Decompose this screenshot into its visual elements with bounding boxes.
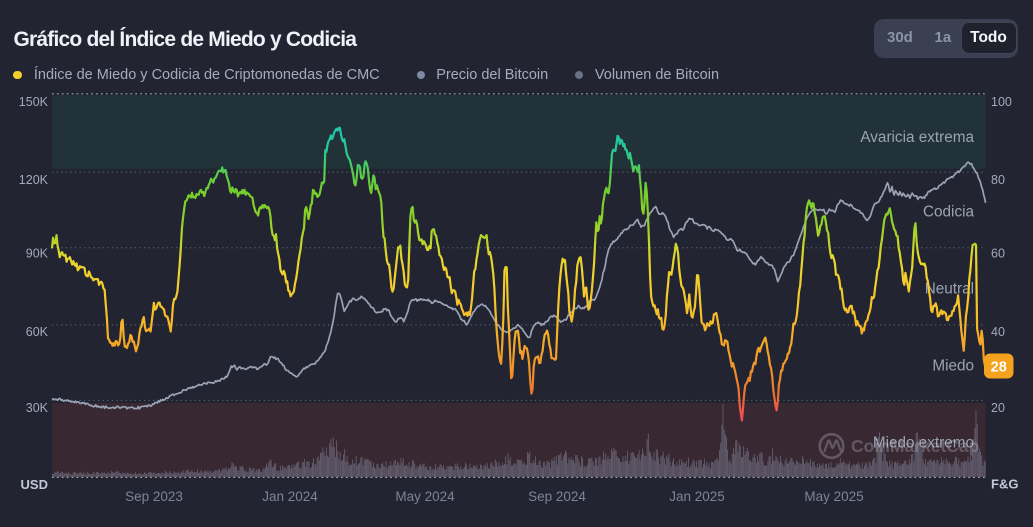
svg-text:40: 40 [991,325,1005,339]
svg-text:Sep 2024: Sep 2024 [528,489,586,504]
svg-text:May 2024: May 2024 [395,489,455,504]
svg-text:May 2025: May 2025 [804,489,863,504]
svg-text:CoinMarketCap: CoinMarketCap [851,436,979,456]
svg-text:60: 60 [991,246,1005,260]
svg-text:20: 20 [991,401,1005,415]
svg-text:F&G: F&G [991,476,1018,491]
svg-text:Avaricia extrema: Avaricia extrema [860,129,974,146]
svg-text:Miedo: Miedo [932,357,974,374]
svg-text:Miedo extremo: Miedo extremo [873,434,974,451]
svg-text:100: 100 [991,95,1012,109]
svg-text:80: 80 [991,173,1005,187]
svg-text:Neutral: Neutral [925,280,974,297]
svg-text:28: 28 [991,360,1007,376]
svg-text:Jan 2024: Jan 2024 [262,489,318,504]
svg-text:30K: 30K [26,401,49,415]
svg-text:90K: 90K [26,246,49,260]
svg-text:60K: 60K [26,325,49,339]
svg-text:120K: 120K [19,173,49,187]
svg-text:USD: USD [21,477,48,492]
svg-text:Sep 2023: Sep 2023 [125,489,183,504]
svg-text:150K: 150K [19,95,49,109]
svg-text:Jan 2025: Jan 2025 [669,489,725,504]
svg-text:Codicia: Codicia [923,203,975,220]
